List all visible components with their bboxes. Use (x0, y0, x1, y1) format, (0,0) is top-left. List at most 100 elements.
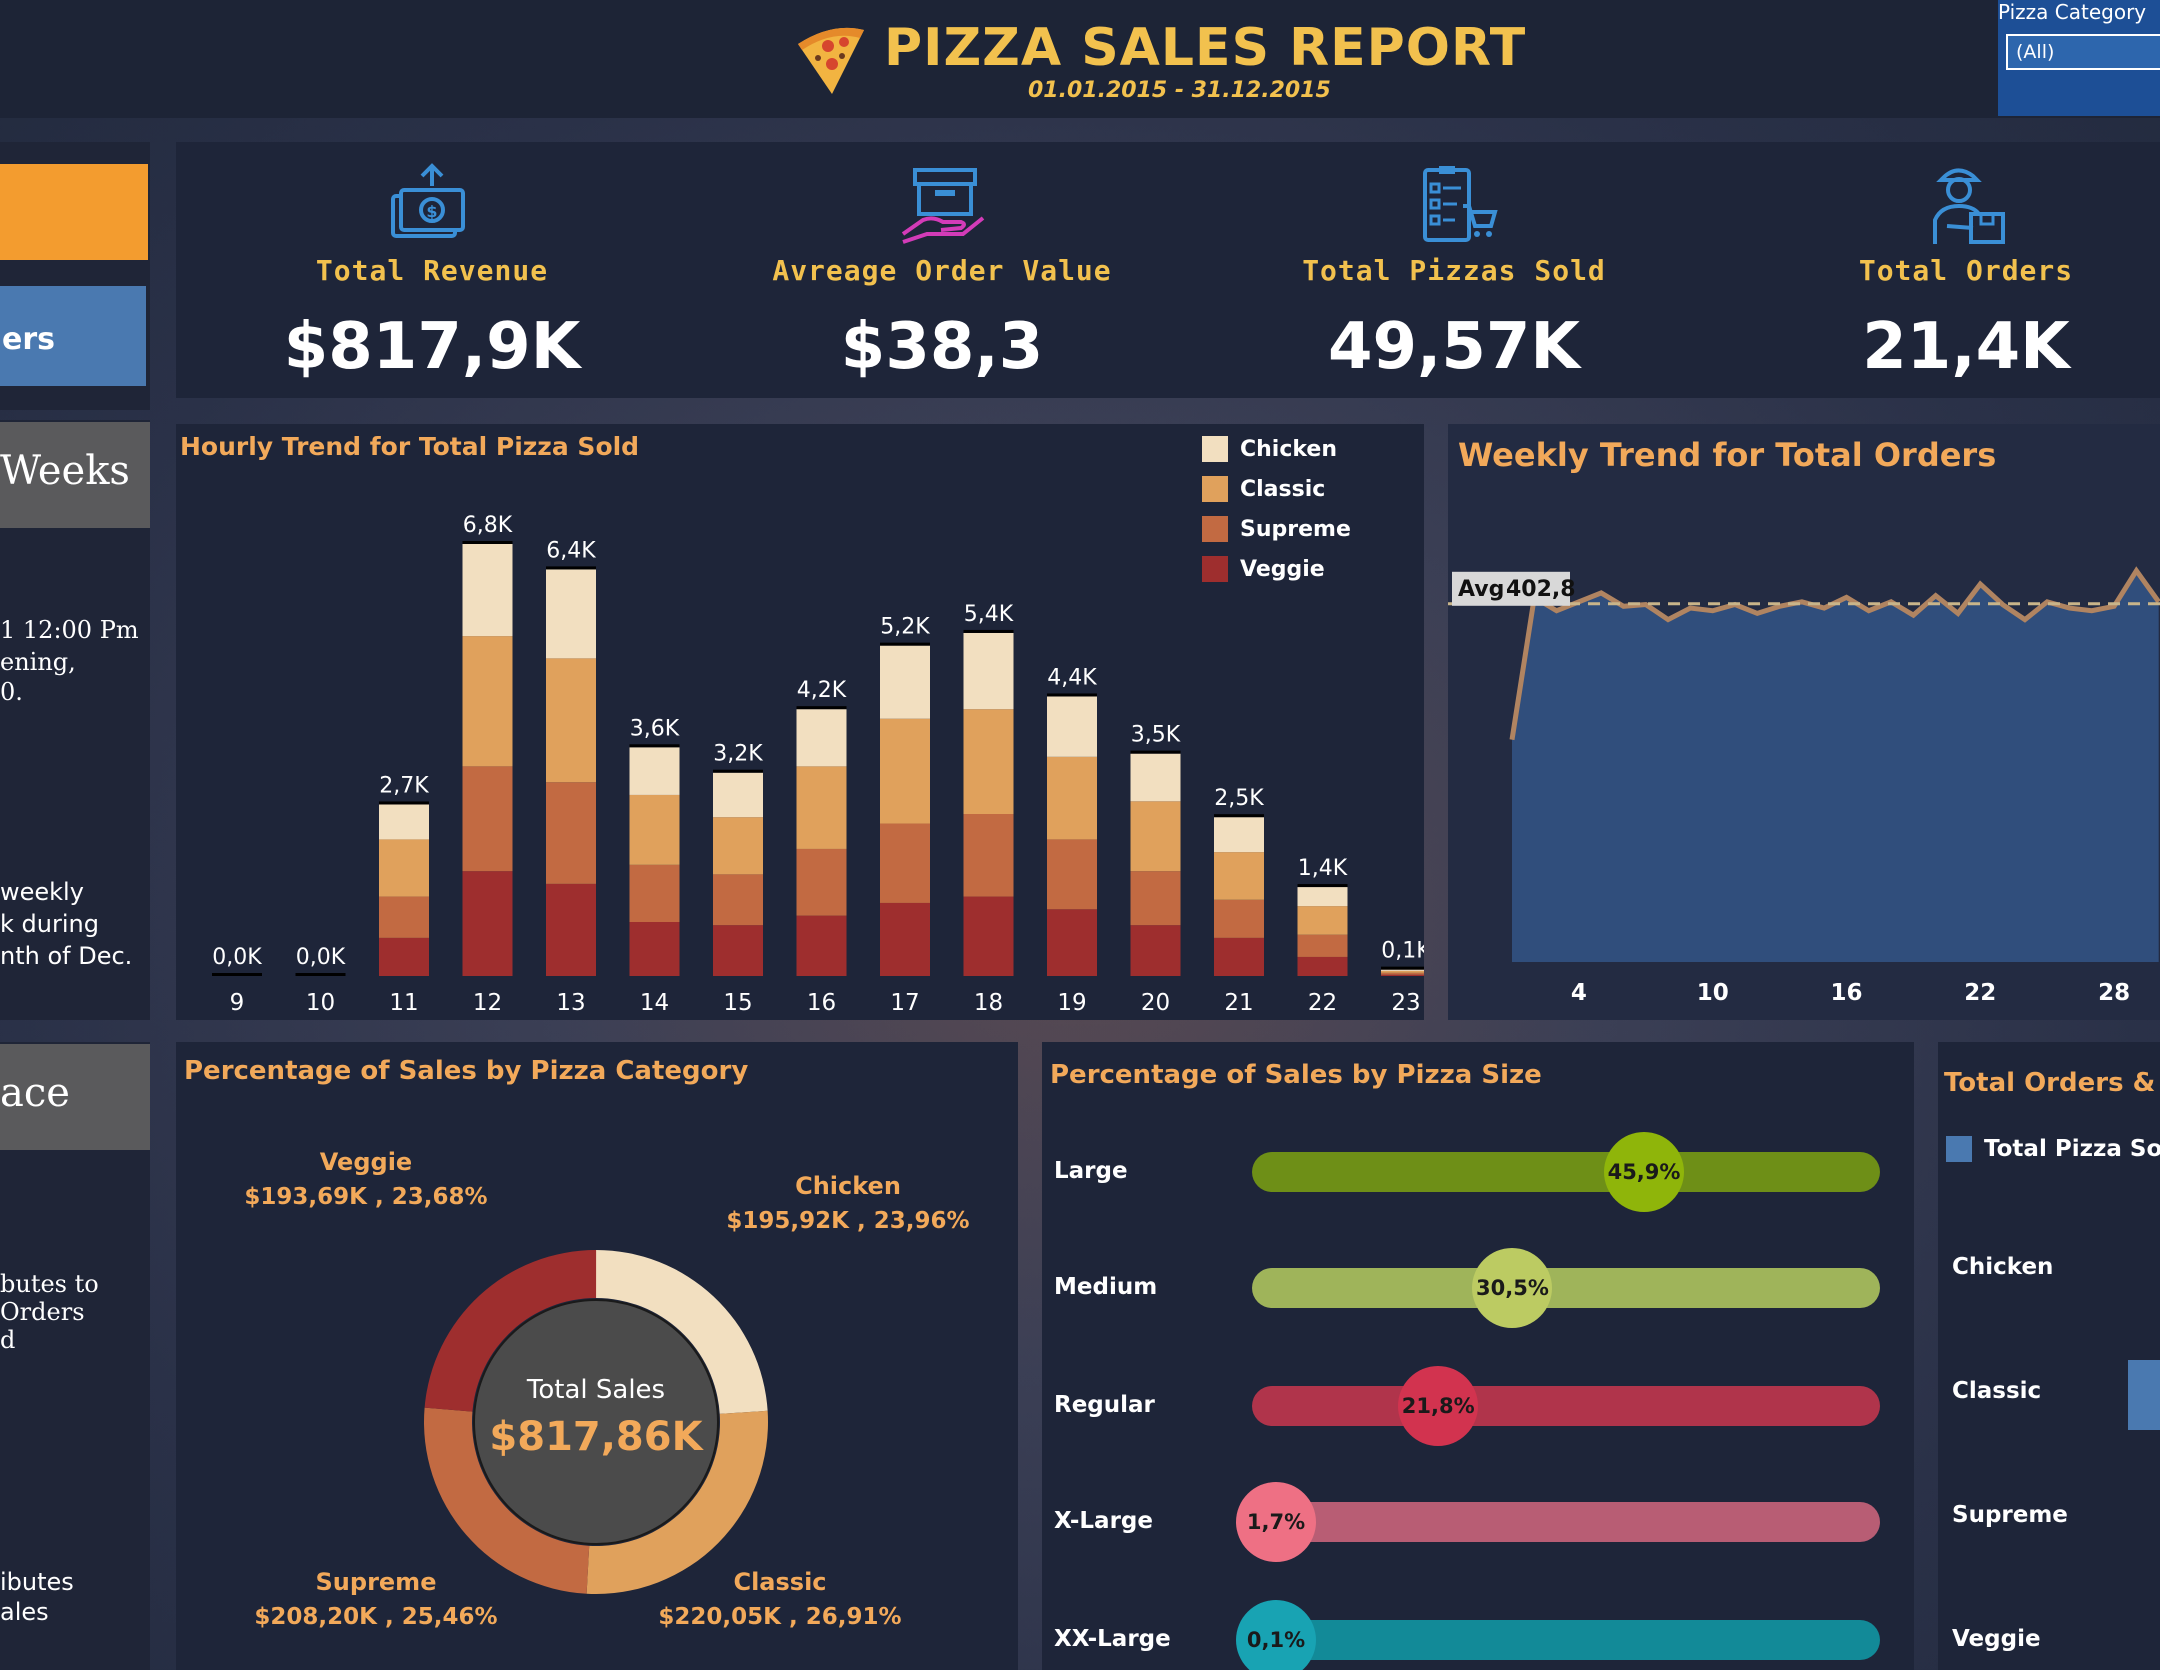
kpi-label: Avreage Order Value (772, 254, 1112, 287)
bar-segment-veggie[interactable] (880, 902, 930, 976)
x-tick-label: 9 (230, 990, 245, 1016)
sidebar-button-top[interactable] (0, 164, 148, 260)
bar-segment-chicken[interactable] (629, 747, 680, 795)
bar-segment-veggie[interactable] (1214, 937, 1264, 976)
place-note2-2: ales (0, 1598, 49, 1626)
bar-segment-veggie[interactable] (713, 925, 763, 976)
bar-segment-classic[interactable] (1047, 756, 1097, 840)
bar-segment-chicken[interactable] (462, 544, 513, 637)
bar-segment-classic[interactable] (1214, 852, 1264, 900)
bar-segment-classic[interactable] (713, 817, 763, 875)
x-tick-label: 15 (723, 990, 752, 1016)
slice-name-label: Supreme (316, 1568, 437, 1596)
bar-segment-classic[interactable] (880, 718, 930, 824)
bar-segment-veggie[interactable] (1381, 974, 1424, 976)
bar-segment-chicken[interactable] (713, 772, 763, 818)
x-tick-label: 13 (556, 990, 585, 1016)
category-label-veggie: Veggie (1952, 1626, 2041, 1652)
orders-bar-classic (2128, 1360, 2160, 1430)
bar-segment-supreme[interactable] (546, 782, 596, 884)
bar-segment-classic[interactable] (1297, 906, 1348, 935)
donut-slice-chicken[interactable] (596, 1250, 768, 1414)
bar-segment-classic[interactable] (796, 766, 847, 849)
bar-segment-classic[interactable] (629, 794, 680, 865)
hourly-trend-title: Hourly Trend for Total Pizza Sold (180, 432, 640, 461)
bar-segment-chicken[interactable] (546, 569, 596, 659)
bar-segment-supreme[interactable] (963, 814, 1014, 897)
bar-segment-classic[interactable] (546, 658, 596, 783)
bar-total-label: 3,5K (1131, 723, 1181, 748)
size-track (1252, 1502, 1880, 1542)
average-label-box (1452, 571, 1570, 606)
bar-segment-classic[interactable] (963, 709, 1014, 814)
bar-segment-supreme[interactable] (1381, 972, 1424, 975)
bar-segment-veggie[interactable] (1297, 956, 1348, 976)
bar-segment-veggie[interactable] (629, 922, 680, 976)
x-tick-label: 22 (1308, 990, 1337, 1016)
date-range: 01.01.2015 - 31.12.2015 (1028, 78, 1331, 103)
bar-segment-supreme[interactable] (379, 896, 429, 938)
bar-segment-chicken[interactable] (1130, 753, 1181, 802)
kpi-panel: $ Total Revenue $817,9K Avreage Order Va… (176, 142, 2160, 398)
size-value-bubble[interactable]: 1,7% (1236, 1482, 1316, 1562)
bar-segment-chicken[interactable] (1381, 969, 1424, 971)
bar-segment-veggie[interactable] (546, 883, 596, 976)
bar-total-cap (880, 642, 930, 646)
bar-segment-veggie[interactable] (379, 937, 429, 976)
bar-segment-chicken[interactable] (963, 632, 1014, 710)
bar-segment-supreme[interactable] (1130, 871, 1181, 926)
size-value-bubble[interactable]: 30,5% (1472, 1248, 1553, 1328)
bar-segment-classic[interactable] (1381, 970, 1424, 973)
x-tick-label: 16 (1830, 980, 1862, 1006)
size-value-bubble[interactable]: 45,9% (1604, 1132, 1685, 1212)
weekly-note-1: weekly (0, 878, 84, 906)
category-filter-select[interactable]: (All) (2006, 34, 2160, 70)
size-value-bubble[interactable]: 0,1% (1236, 1600, 1316, 1670)
bar-segment-chicken[interactable] (379, 804, 429, 840)
bar-segment-veggie[interactable] (1130, 925, 1181, 976)
bar-segment-veggie[interactable] (1047, 909, 1097, 976)
bar-segment-classic[interactable] (462, 636, 513, 767)
bar-segment-chicken[interactable] (880, 645, 930, 719)
legend-veggie: Veggie (1202, 556, 1325, 582)
size-label-regular: Regular (1054, 1392, 1155, 1418)
kpi-label: Total Pizzas Sold (1302, 254, 1606, 287)
weekly-note-3: nth of Dec. (0, 942, 133, 970)
bar-segment-supreme[interactable] (629, 864, 680, 922)
bar-total-cap (1297, 884, 1348, 888)
sidebar-button-orders[interactable]: ers (0, 286, 146, 386)
bar-segment-chicken[interactable] (1214, 817, 1264, 853)
bar-segment-chicken[interactable] (796, 709, 847, 767)
bar-segment-supreme[interactable] (713, 874, 763, 926)
category-label-classic: Classic (1952, 1378, 2042, 1404)
bar-segment-supreme[interactable] (1047, 839, 1097, 910)
donut-center-value: $817,86K (489, 1414, 704, 1460)
donut-slice-veggie[interactable] (424, 1250, 597, 1412)
x-tick-label: 20 (1141, 990, 1170, 1016)
bar-total-label: 0,0K (296, 945, 346, 970)
bar-total-cap (379, 801, 429, 805)
bar-segment-chicken[interactable] (1047, 696, 1097, 757)
donut-slice-supreme[interactable] (424, 1407, 590, 1594)
bar-segment-classic[interactable] (1130, 801, 1181, 872)
bar-total-cap (629, 744, 680, 748)
bar-segment-veggie[interactable] (796, 915, 847, 976)
header: PIZZA SALES REPORT 01.01.2015 - 31.12.20… (0, 0, 2160, 118)
bar-segment-classic[interactable] (379, 839, 429, 897)
bar-segment-supreme[interactable] (796, 848, 847, 916)
slice-value-label: $220,05K , 26,91% (658, 1604, 901, 1630)
bar-segment-supreme[interactable] (462, 766, 513, 872)
bar-segment-supreme[interactable] (1214, 899, 1264, 938)
bar-segment-veggie[interactable] (963, 896, 1014, 976)
bar-segment-supreme[interactable] (880, 823, 930, 903)
bar-segment-supreme[interactable] (1297, 934, 1348, 957)
bar-segment-chicken[interactable] (1297, 887, 1348, 907)
size-label-large: Large (1054, 1158, 1128, 1184)
bar-segment-veggie[interactable] (462, 871, 513, 976)
bar-total-cap (1381, 966, 1424, 970)
size-value-bubble[interactable]: 21,8% (1398, 1366, 1479, 1446)
bar-total-cap (713, 769, 763, 773)
kpi-total-orders: Total Orders 21,4K (1710, 142, 2160, 392)
x-tick-label: 18 (974, 990, 1003, 1016)
donut-slice-classic[interactable] (586, 1410, 769, 1594)
